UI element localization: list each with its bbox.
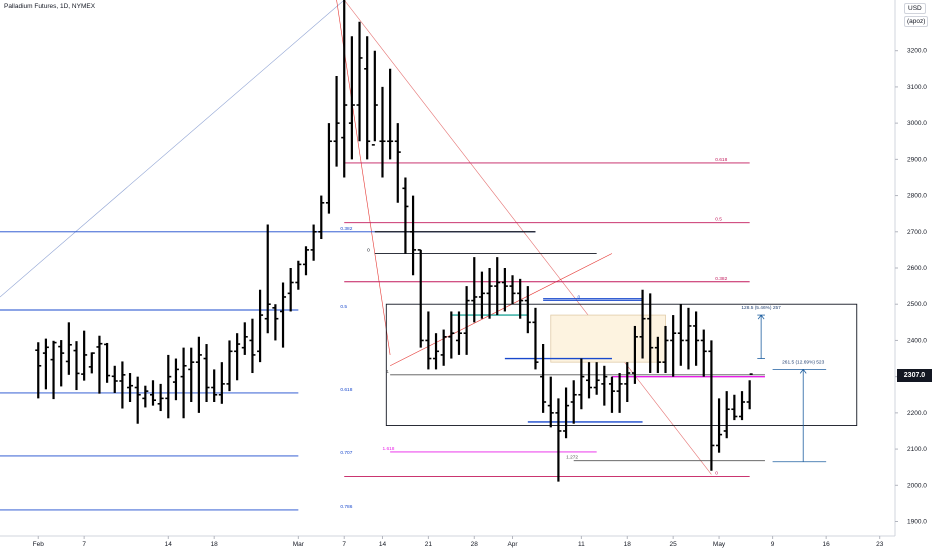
fib-level-label: 0	[578, 295, 581, 301]
fib-level-label: 0.5	[715, 217, 722, 223]
fib-level-label: 0.382	[715, 276, 727, 282]
fib-level-label: 0.382	[340, 226, 352, 232]
x-tick-label: 23	[876, 541, 884, 548]
x-tick-label: 16	[823, 541, 831, 548]
currency-selector[interactable]: USD	[904, 3, 926, 14]
x-tick-label: 25	[670, 541, 678, 548]
trend-line-red	[343, 0, 712, 475]
fib-level-label: 0.5	[340, 304, 347, 310]
x-tick-label: Mar	[293, 541, 305, 548]
fib-level-label: 1.618	[382, 446, 394, 452]
x-tick-label: 9	[771, 541, 775, 548]
x-tick-label: Feb	[33, 541, 45, 548]
x-tick-label: 7	[82, 541, 86, 548]
trend-line-red-up	[389, 253, 613, 367]
y-tick-label: 2600.0	[907, 265, 927, 272]
y-tick-label: 2000.0	[907, 482, 927, 489]
resistance-zone	[550, 314, 666, 363]
x-tick-label: Apr	[507, 541, 518, 548]
x-tick-label: May	[713, 541, 726, 548]
fib-level-label: 1	[386, 369, 389, 375]
fib-level-label: 0.786	[340, 504, 352, 510]
fib-level-label: 0	[715, 471, 718, 477]
y-tick-label: 3200.0	[907, 48, 927, 55]
measure-small-head	[760, 314, 765, 320]
measure-small-label: 128.5 (5.46%) 257	[741, 305, 781, 311]
y-tick-label: 2800.0	[907, 193, 927, 200]
measure-small-head	[757, 314, 762, 320]
y-tick-label: 1900.0	[907, 519, 927, 526]
fib-level-label: 0.618	[340, 387, 352, 393]
x-tick-label: 14	[165, 541, 173, 548]
y-tick-label: 3100.0	[907, 84, 927, 91]
x-tick-label: 18	[624, 541, 632, 548]
range-box	[385, 303, 858, 426]
fib-level-label: 0.707	[340, 450, 352, 456]
y-tick-label: 2400.0	[907, 337, 927, 344]
trend-line-blue	[0, 0, 345, 298]
chart-title: Palladium Futures, 1D, NYMEX	[4, 3, 96, 10]
y-tick-label: 2200.0	[907, 410, 927, 417]
fib-level-label: 0	[367, 248, 370, 254]
x-tick-label: 18	[211, 541, 219, 548]
trend-line-red-down	[336, 0, 391, 355]
x-tick-label: 14	[379, 541, 387, 548]
scale-mode-button[interactable]: (apoz)	[904, 16, 929, 27]
y-tick-label: 2700.0	[907, 229, 927, 236]
x-tick-label: 11	[578, 541, 585, 548]
y-tick-label: 3000.0	[907, 120, 927, 127]
y-tick-label: 2900.0	[907, 156, 927, 163]
measure-large-head	[802, 369, 807, 374]
measure-large-label: 261.5 (12.69%) 523	[782, 359, 824, 365]
fib-level-label: 0.618	[715, 157, 727, 163]
y-tick-label: 2500.0	[907, 301, 927, 308]
current-price-tag: 2307.0	[897, 369, 932, 382]
x-tick-label: 21	[425, 541, 433, 548]
fib-level-label: 1.272	[566, 455, 578, 461]
x-tick-label: 28	[471, 541, 479, 548]
x-tick-label: 7	[342, 541, 346, 548]
measure-large-head	[799, 369, 804, 374]
y-tick-label: 2100.0	[907, 446, 927, 453]
